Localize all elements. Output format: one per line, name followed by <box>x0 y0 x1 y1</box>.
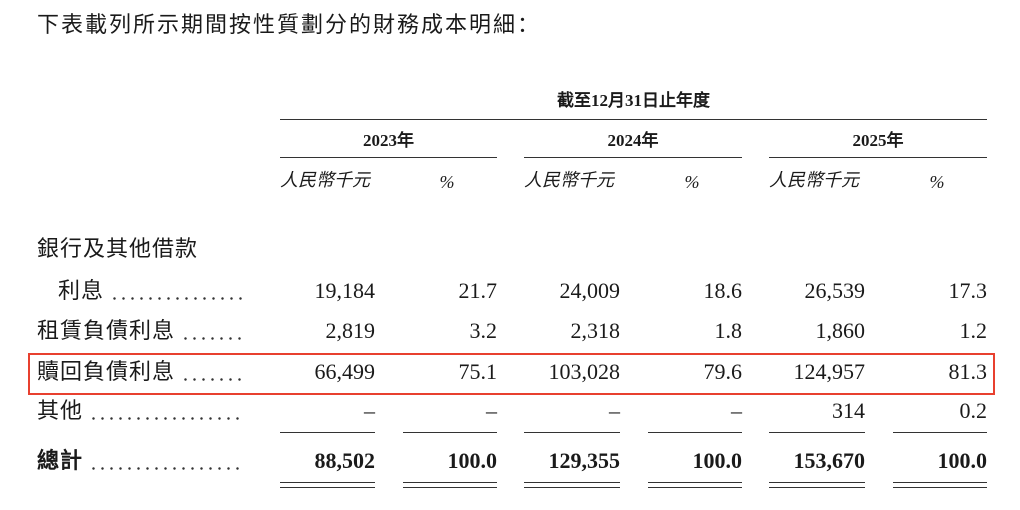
unit-amount: 人民幣千元 <box>524 170 614 190</box>
total-rule <box>280 482 375 483</box>
total-rule <box>648 482 742 483</box>
unit-pct: % <box>439 172 455 192</box>
header-rule <box>280 119 987 120</box>
cell-value: 103,028 <box>548 359 621 384</box>
cell-value: 1.2 <box>959 318 988 343</box>
cell-value: 26,539 <box>804 278 866 303</box>
leader-dots <box>181 378 245 381</box>
cell-value: 75.1 <box>458 359 498 384</box>
cell-value: 18.6 <box>703 278 743 303</box>
year-header: 2024年 <box>607 131 659 150</box>
total-rule <box>893 482 987 483</box>
cell-value: 100.0 <box>447 448 498 473</box>
cell-value: 153,670 <box>793 448 866 473</box>
unit-amount: 人民幣千元 <box>769 170 859 190</box>
total-rule <box>403 487 497 488</box>
total-rule <box>524 482 620 483</box>
period-header: 截至12月31日止年度 <box>557 91 710 110</box>
group-label: 銀行及其他借款 <box>37 236 199 261</box>
row-label: 贖回負債利息 <box>37 359 176 384</box>
total-rule <box>524 487 620 488</box>
cell-value: 0.2 <box>959 398 988 423</box>
cell-value: – <box>731 398 742 423</box>
cell-value: – <box>364 398 375 423</box>
total-rule <box>769 487 865 488</box>
cell-value: 2,819 <box>325 318 376 343</box>
subtotal-rule <box>524 432 620 433</box>
cell-value: 2,318 <box>570 318 621 343</box>
subtotal-rule <box>403 432 497 433</box>
subtotal-rule <box>893 432 987 433</box>
intro: 下表載列所示期間按性質劃分的財務成本明細： <box>37 12 542 37</box>
year-header: 2025年 <box>852 131 904 150</box>
row-label: 總計 <box>37 448 84 473</box>
cell-value: 81.3 <box>948 359 988 384</box>
cell-value: 314 <box>832 398 865 423</box>
cell-value: 129,355 <box>548 448 621 473</box>
year-header: 2023年 <box>363 131 414 150</box>
subtotal-rule <box>280 432 375 433</box>
cell-value: 3.2 <box>469 318 498 343</box>
year-rule <box>524 157 742 158</box>
leader-dots <box>110 297 245 300</box>
total-rule <box>648 487 742 488</box>
unit-pct: % <box>684 172 700 192</box>
subtotal-rule <box>769 432 865 433</box>
cell-value: 19,184 <box>314 278 376 303</box>
year-rule <box>769 157 987 158</box>
cell-value: 100.0 <box>937 448 988 473</box>
leader-dots <box>89 417 245 420</box>
cell-value: 1,860 <box>815 318 866 343</box>
cell-value: 100.0 <box>692 448 743 473</box>
leader-dots <box>89 467 245 470</box>
total-rule <box>769 482 865 483</box>
cell-value: 66,499 <box>314 359 376 384</box>
cell-value: – <box>486 398 497 423</box>
cell-value: 88,502 <box>314 448 376 473</box>
unit-pct: % <box>929 172 945 192</box>
cell-value: 17.3 <box>948 278 988 303</box>
total-rule <box>403 482 497 483</box>
year-rule <box>280 157 497 158</box>
cell-value: 24,009 <box>559 278 621 303</box>
cell-value: 1.8 <box>714 318 743 343</box>
cell-value: 21.7 <box>458 278 498 303</box>
cell-value: – <box>609 398 620 423</box>
total-rule <box>893 487 987 488</box>
subtotal-rule <box>648 432 742 433</box>
row-label: 利息 <box>58 278 105 303</box>
row-label: 租賃負債利息 <box>37 318 176 343</box>
row-label: 其他 <box>37 398 84 423</box>
highlight-box <box>28 353 995 395</box>
total-rule <box>280 487 375 488</box>
cell-value: 79.6 <box>703 359 743 384</box>
leader-dots <box>181 337 245 340</box>
unit-amount: 人民幣千元 <box>280 170 370 190</box>
cell-value: 124,957 <box>793 359 866 384</box>
